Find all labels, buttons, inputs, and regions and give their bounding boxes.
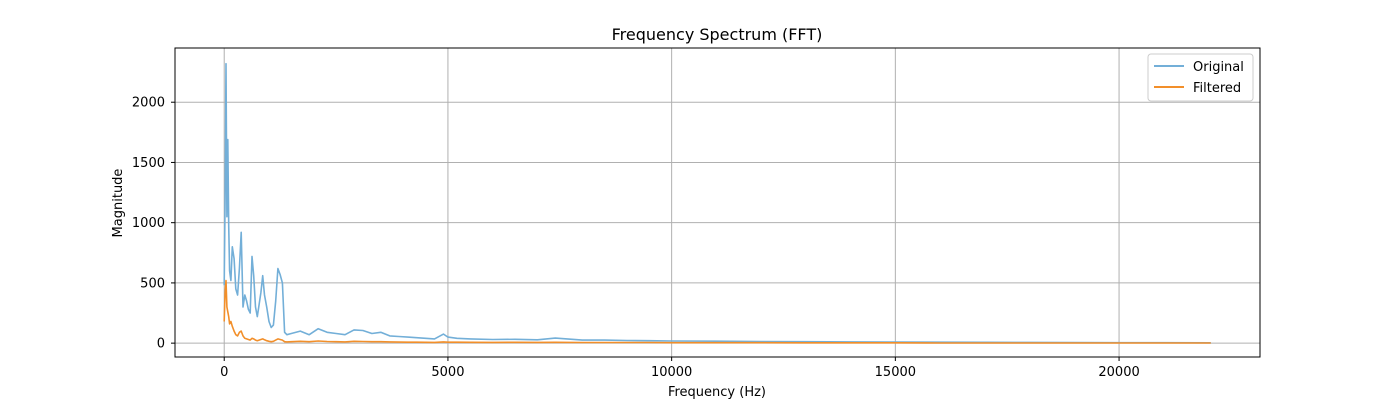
x-tick-label: 0 — [220, 365, 228, 380]
y-tick-label: 1000 — [132, 216, 165, 231]
series-lines — [223, 62, 1211, 344]
x-tick-label: 20000 — [1098, 365, 1139, 380]
x-tick-label: 15000 — [875, 365, 916, 380]
series-line-filtered — [223, 279, 1211, 344]
series-line-original — [223, 62, 1211, 344]
y-tick-label: 500 — [140, 276, 165, 291]
y-tick-label: 1500 — [132, 156, 165, 171]
grid — [175, 48, 1260, 357]
axis-ticks: 0 5000 10000 15000 20000 0 500 1000 1500 2000 — [132, 96, 1140, 380]
chart-title: Frequency Spectrum (FFT) — [612, 25, 823, 44]
x-tick-label: 5000 — [431, 365, 464, 380]
legend: Original Filtered — [1147, 53, 1254, 102]
y-tick-label: 0 — [157, 337, 165, 352]
legend-label-original: Original — [1193, 60, 1244, 75]
plot-frame — [174, 47, 1261, 358]
x-axis-label: Frequency (Hz) — [668, 385, 766, 400]
y-axis-label: Magnitude — [111, 169, 126, 238]
x-tick-label: 10000 — [651, 365, 692, 380]
y-tick-label: 2000 — [132, 96, 165, 111]
legend-label-filtered: Filtered — [1193, 81, 1241, 96]
